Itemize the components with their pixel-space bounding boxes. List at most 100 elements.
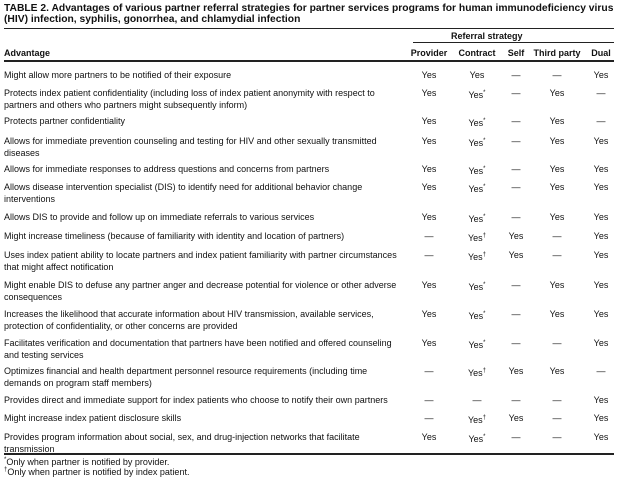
- column-header-contract: Contract: [458, 48, 496, 58]
- strategy-cell: Yes: [532, 135, 582, 147]
- advantage-cell: Protects partner confidentiality: [4, 116, 126, 126]
- strategy-cell: —: [404, 230, 454, 242]
- strategy-cell: Yes: [532, 365, 582, 377]
- strategy-cell: Yes: [404, 163, 454, 175]
- cell-value: Yes: [421, 432, 437, 442]
- strategy-cell: —: [491, 115, 541, 127]
- cell-value: —: [552, 432, 562, 442]
- cell-value: —: [424, 395, 434, 405]
- strategy-cell: Yes: [576, 181, 626, 193]
- strategy-cell: Yes*: [452, 135, 502, 149]
- cell-value: —: [424, 250, 434, 260]
- cell-value: Yes: [468, 90, 484, 100]
- cell-value: —: [424, 366, 434, 376]
- footnote-mark: †: [482, 368, 487, 374]
- cell-value: —: [596, 366, 606, 376]
- cell-value: Yes: [549, 309, 565, 319]
- strategy-cell: Yes†: [452, 365, 502, 379]
- cell-value: Yes: [421, 70, 437, 80]
- advantage-cell: Provides program information about socia…: [4, 432, 360, 454]
- strategy-cell: Yes: [532, 115, 582, 127]
- advantage-cell: Uses index patient ability to locate par…: [4, 250, 397, 272]
- strategy-cell: Yes: [532, 211, 582, 223]
- cell-value: —: [511, 164, 521, 174]
- cell-value: Yes: [508, 366, 524, 376]
- strategy-cell: Yes: [491, 412, 541, 424]
- advantage-cell: Increases the likelihood that accurate i…: [4, 309, 374, 331]
- cell-value: Yes: [593, 70, 609, 80]
- strategy-cell: Yes: [532, 87, 582, 99]
- cell-value: —: [596, 116, 606, 126]
- strategy-cell: Yes: [576, 308, 626, 320]
- footnote-text: Only when partner is notified by provide…: [6, 457, 170, 467]
- strategy-cell: Yes: [576, 69, 626, 81]
- cell-value: Yes: [468, 282, 484, 292]
- strategy-cell: —: [576, 115, 626, 127]
- footnote-mark: *: [483, 282, 486, 288]
- cell-value: —: [596, 88, 606, 98]
- column-header-provider: Provider: [410, 48, 448, 58]
- cell-value: Yes: [593, 231, 609, 241]
- strategy-cell: Yes*: [452, 279, 502, 293]
- strategy-cell: Yes: [404, 211, 454, 223]
- strategy-cell: —: [532, 394, 582, 406]
- strategy-cell: Yes: [576, 163, 626, 175]
- strategy-cell: —: [532, 69, 582, 81]
- strategy-cell: Yes: [532, 163, 582, 175]
- footnote-mark: †: [482, 415, 487, 421]
- advantage-cell: Allows DIS to provide and follow up on i…: [4, 212, 315, 222]
- cell-value: —: [511, 182, 521, 192]
- cell-value: Yes: [593, 280, 609, 290]
- cell-value: —: [552, 338, 562, 348]
- strategy-cell: Yes: [576, 412, 626, 424]
- strategy-cell: Yes: [491, 230, 541, 242]
- column-header-advantage: Advantage: [4, 48, 51, 58]
- footnote-mark: *: [483, 311, 486, 317]
- cell-value: Yes: [549, 116, 565, 126]
- strategy-cell: Yes: [576, 279, 626, 291]
- cell-value: Yes: [468, 166, 484, 176]
- strategy-cell: Yes: [491, 365, 541, 377]
- footnote-mark: *: [483, 434, 486, 440]
- cell-value: Yes: [421, 116, 437, 126]
- strategy-cell: Yes: [576, 135, 626, 147]
- cell-value: —: [424, 413, 434, 423]
- strategy-cell: —: [491, 69, 541, 81]
- cell-value: —: [511, 280, 521, 290]
- strategy-cell: —: [532, 412, 582, 424]
- table-title: TABLE 2. Advantages of various partner r…: [4, 3, 614, 25]
- cell-value: Yes: [508, 250, 524, 260]
- header-rule: [4, 60, 614, 62]
- strategy-cell: —: [576, 87, 626, 99]
- advantage-cell: Might increase index patient disclosure …: [4, 413, 182, 423]
- cell-value: Yes: [468, 311, 484, 321]
- cell-value: Yes: [468, 138, 484, 148]
- strategy-cell: Yes*: [452, 115, 502, 129]
- strategy-cell: Yes*: [452, 181, 502, 195]
- cell-value: Yes: [549, 136, 565, 146]
- strategy-cell: —: [404, 365, 454, 377]
- cell-value: Yes: [508, 231, 524, 241]
- strategy-cell: Yes: [491, 249, 541, 261]
- cell-value: Yes: [469, 70, 485, 80]
- strategy-cell: Yes: [576, 211, 626, 223]
- cell-value: —: [552, 413, 562, 423]
- cell-value: Yes: [549, 212, 565, 222]
- cell-value: —: [472, 395, 482, 405]
- strategy-cell: —: [404, 412, 454, 424]
- strategy-cell: —: [491, 431, 541, 443]
- cell-value: Yes: [593, 338, 609, 348]
- cell-value: Yes: [593, 136, 609, 146]
- strategy-cell: —: [532, 337, 582, 349]
- strategy-cell: Yes*: [452, 163, 502, 177]
- cell-value: Yes: [549, 280, 565, 290]
- strategy-cell: Yes: [404, 87, 454, 99]
- strategy-cell: —: [532, 249, 582, 261]
- strategy-cell: —: [491, 394, 541, 406]
- cell-value: —: [552, 70, 562, 80]
- cell-value: —: [552, 231, 562, 241]
- cell-value: Yes: [467, 233, 483, 243]
- cell-value: —: [511, 309, 521, 319]
- strategy-cell: Yes: [532, 279, 582, 291]
